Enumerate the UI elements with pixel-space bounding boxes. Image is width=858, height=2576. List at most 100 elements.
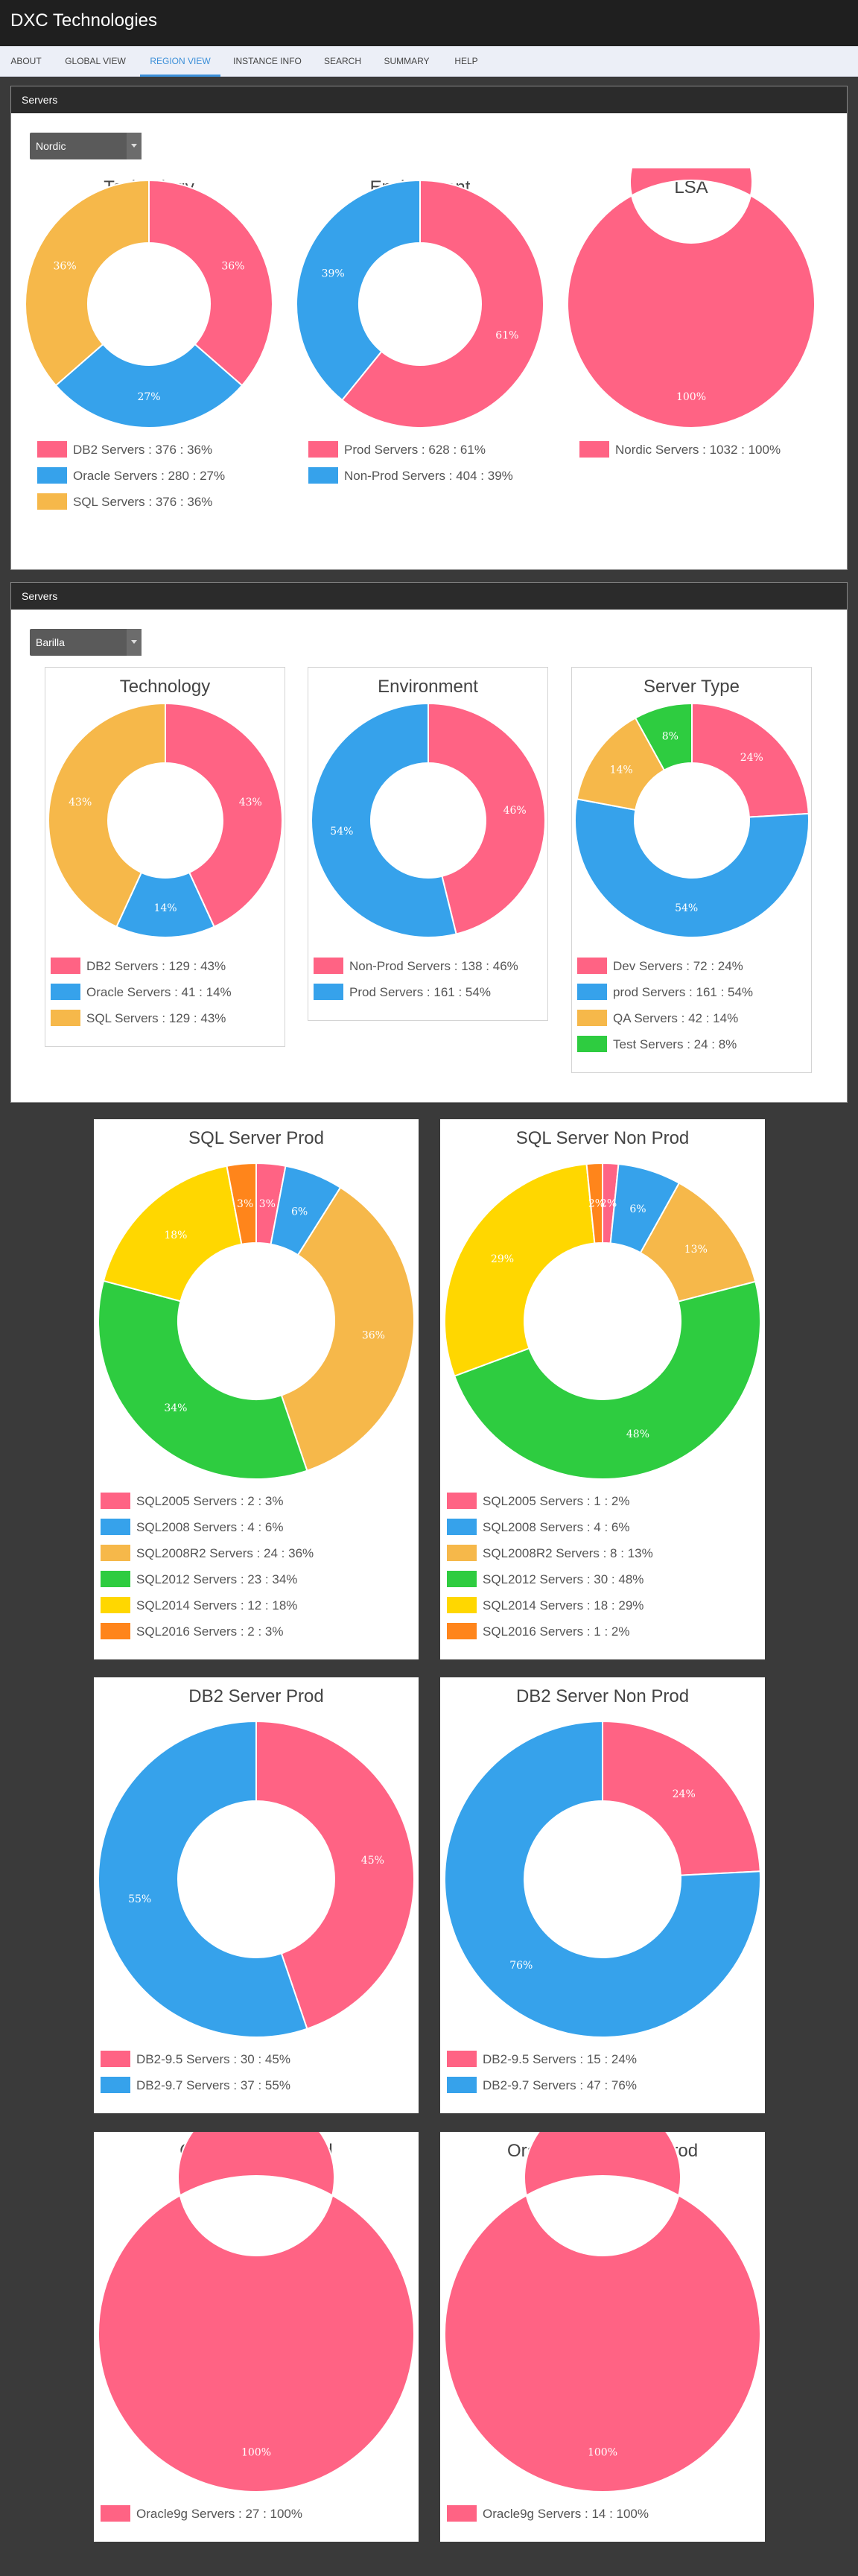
- donut-chart: 61% 39%: [296, 179, 544, 428]
- legend-item[interactable]: SQL2008 Servers : 4 : 6%: [447, 1514, 653, 1540]
- slice-sql2012-servers[interactable]: [98, 1279, 308, 1480]
- donut-chart: 36% 27% 36%: [25, 179, 273, 428]
- slice-db2-9-7-servers[interactable]: [444, 1720, 761, 2038]
- legend-swatch: [447, 2076, 477, 2093]
- legend-item[interactable]: DB2-9.5 Servers : 15 : 24%: [447, 2046, 637, 2072]
- legend-item[interactable]: Oracle Servers : 41 : 14%: [51, 979, 232, 1005]
- slice-oracle9g-servers[interactable]: [444, 2132, 761, 2493]
- slice-prod-servers[interactable]: [574, 798, 810, 938]
- legend-item[interactable]: DB2 Servers : 129 : 43%: [51, 953, 232, 979]
- nav-search[interactable]: SEARCH: [323, 56, 361, 66]
- slice-sql-servers[interactable]: [48, 702, 166, 928]
- slice-sql-servers[interactable]: [25, 179, 150, 387]
- nav-instance-info[interactable]: INSTANCE INFO: [233, 56, 302, 66]
- legend-item[interactable]: SQL2016 Servers : 2 : 3%: [101, 1618, 314, 1645]
- legend-item[interactable]: Oracle Servers : 280 : 27%: [37, 463, 225, 489]
- legend-item[interactable]: Oracle9g Servers : 14 : 100%: [447, 2501, 649, 2527]
- slice-sql2008r2-servers[interactable]: [639, 1182, 757, 1303]
- slice-db2-9-5-servers[interactable]: [602, 1720, 761, 1876]
- legend-item[interactable]: SQL2008R2 Servers : 24 : 36%: [101, 1540, 314, 1566]
- legend-swatch: [314, 957, 343, 974]
- legend-item[interactable]: Oracle9g Servers : 27 : 100%: [101, 2501, 302, 2527]
- legend-item[interactable]: Test Servers : 24 : 8%: [577, 1031, 753, 1057]
- legend-swatch: [447, 1596, 477, 1613]
- chart-legend: DB2 Servers : 376 : 36% Oracle Servers : …: [37, 437, 225, 515]
- nav-global-view[interactable]: GLOBAL VIEW: [65, 56, 126, 66]
- slice-label-non-prod-servers: 39%: [322, 268, 345, 280]
- legend-item[interactable]: SQL Servers : 376 : 36%: [37, 489, 225, 515]
- legend-swatch: [579, 440, 609, 458]
- legend-item[interactable]: DB2 Servers : 376 : 36%: [37, 437, 225, 463]
- legend-label: Oracle9g Servers : 27 : 100%: [136, 2507, 303, 2521]
- slice-sql2014-servers[interactable]: [102, 1165, 243, 1303]
- slice-nordic-servers[interactable]: [567, 168, 816, 428]
- slice-prod-servers[interactable]: [340, 179, 544, 428]
- legend-item[interactable]: QA Servers : 42 : 14%: [577, 1005, 753, 1031]
- legend-label: SQL2012 Servers : 30 : 48%: [483, 1572, 644, 1586]
- legend-item[interactable]: Nordic Servers : 1032 : 100%: [579, 437, 781, 463]
- legend-swatch: [314, 983, 343, 1000]
- slice-db2-9-7-servers[interactable]: [98, 1720, 308, 2038]
- nav-help[interactable]: HELP: [454, 56, 478, 66]
- legend-item[interactable]: Dev Servers : 72 : 24%: [577, 953, 753, 979]
- slice-sql2008r2-servers[interactable]: [280, 1186, 415, 1472]
- legend-item[interactable]: SQL Servers : 129 : 43%: [51, 1005, 232, 1031]
- legend-item[interactable]: SQL2014 Servers : 12 : 18%: [101, 1592, 314, 1618]
- slice-oracle9g-servers[interactable]: [98, 2132, 415, 2493]
- customer-select[interactable]: Barilla: [30, 629, 142, 656]
- slice-label-prod-servers: 61%: [495, 329, 518, 341]
- nav-about[interactable]: ABOUT: [10, 56, 42, 66]
- customer-select-value: Barilla: [36, 636, 65, 648]
- legend-label: SQL2008R2 Servers : 8 : 13%: [483, 1546, 653, 1560]
- legend-item[interactable]: SQL2008R2 Servers : 8 : 13%: [447, 1540, 653, 1566]
- chart-barilla-environment: Environment 46% 54% Non-Prod Servers : 13…: [308, 667, 548, 1021]
- legend-item[interactable]: DB2-9.5 Servers : 30 : 45%: [101, 2046, 290, 2072]
- legend-item[interactable]: DB2-9.7 Servers : 37 : 55%: [101, 2072, 290, 2098]
- legend-swatch: [447, 1570, 477, 1587]
- legend-item[interactable]: Non-Prod Servers : 404 : 39%: [308, 463, 513, 489]
- slice-sql2016-servers[interactable]: [585, 1162, 603, 1244]
- legend-item[interactable]: SQL2012 Servers : 23 : 34%: [101, 1566, 314, 1592]
- nav-region-view[interactable]: REGION VIEW: [140, 46, 220, 77]
- slice-sql2016-servers[interactable]: [226, 1162, 257, 1246]
- legend-item[interactable]: SQL2014 Servers : 18 : 29%: [447, 1592, 653, 1618]
- legend-item[interactable]: DB2-9.7 Servers : 47 : 76%: [447, 2072, 637, 2098]
- legend-label: Dev Servers : 72 : 24%: [613, 959, 743, 973]
- legend-item[interactable]: SQL2008 Servers : 4 : 6%: [101, 1514, 314, 1540]
- slice-sql2014-servers[interactable]: [444, 1162, 596, 1377]
- slice-label-oracle9g-servers: 100%: [588, 2447, 617, 2459]
- panel-title: Servers: [11, 86, 847, 113]
- slice-dev-servers[interactable]: [691, 702, 810, 818]
- slice-db2-servers[interactable]: [165, 702, 283, 928]
- donut-chart: 43% 14% 43%: [48, 702, 283, 938]
- legend-label: SQL2008R2 Servers : 24 : 36%: [136, 1546, 314, 1560]
- slice-prod-servers[interactable]: [311, 702, 457, 938]
- legend-item[interactable]: SQL2016 Servers : 1 : 2%: [447, 1618, 653, 1645]
- slice-sql2012-servers[interactable]: [453, 1280, 761, 1480]
- legend-label: SQL2005 Servers : 1 : 2%: [483, 1494, 630, 1508]
- chart-title: Environment: [378, 677, 478, 697]
- slice-test-servers[interactable]: [634, 702, 693, 771]
- legend-label: DB2-9.5 Servers : 30 : 45%: [136, 2052, 290, 2066]
- panel-title: Servers: [11, 583, 847, 610]
- legend-item[interactable]: Non-Prod Servers : 138 : 46%: [314, 953, 518, 979]
- legend-item[interactable]: prod Servers : 161 : 54%: [577, 979, 753, 1005]
- legend-item[interactable]: SQL2005 Servers : 2 : 3%: [101, 1488, 314, 1514]
- chart-sql-prod: SQL Server Prod 3% 6% 36% 34% 18% 3% SQL2005 …: [94, 1119, 419, 1659]
- legend-item[interactable]: SQL2012 Servers : 30 : 48%: [447, 1566, 653, 1592]
- slice-non-prod-servers[interactable]: [428, 702, 546, 935]
- slice-db2-9-5-servers[interactable]: [255, 1720, 415, 2030]
- legend-item[interactable]: Prod Servers : 161 : 54%: [314, 979, 518, 1005]
- region-select[interactable]: Nordic: [30, 133, 142, 159]
- nav-summary[interactable]: SUMMARY: [384, 56, 430, 66]
- donut-chart: 45% 55%: [98, 1720, 415, 2038]
- legend-item[interactable]: SQL2005 Servers : 1 : 2%: [447, 1488, 653, 1514]
- slice-db2-servers[interactable]: [148, 179, 273, 387]
- legend-swatch: [51, 957, 80, 974]
- slice-label-prod-servers: 54%: [330, 826, 353, 838]
- chart-legend: Dev Servers : 72 : 24% prod Servers : 161…: [577, 953, 753, 1057]
- slice-non-prod-servers[interactable]: [296, 179, 421, 402]
- slice-label-qa-servers: 14%: [610, 765, 633, 776]
- slice-oracle-servers[interactable]: [54, 343, 244, 428]
- legend-item[interactable]: Prod Servers : 628 : 61%: [308, 437, 513, 463]
